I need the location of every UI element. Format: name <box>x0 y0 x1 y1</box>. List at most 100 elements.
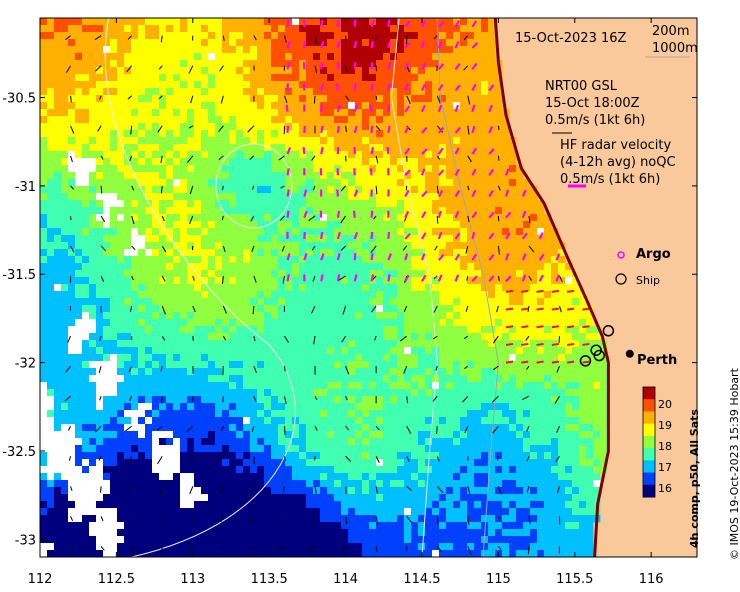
sst-pixel <box>208 60 216 68</box>
sst-pixel <box>467 137 475 145</box>
sst-pixel <box>117 74 125 82</box>
sst-pixel <box>446 403 454 411</box>
sst-pixel <box>355 403 363 411</box>
sst-pixel <box>75 368 83 376</box>
sst-pixel <box>390 81 398 89</box>
sst-pixel <box>418 200 426 208</box>
sst-pixel <box>180 298 188 306</box>
sst-pixel <box>362 228 370 236</box>
sst-pixel <box>243 53 251 61</box>
sst-pixel <box>180 102 188 110</box>
sst-pixel <box>110 39 118 47</box>
sst-pixel <box>383 473 391 481</box>
sst-pixel <box>173 263 181 271</box>
sst-pixel <box>215 172 223 180</box>
sst-pixel <box>425 172 433 180</box>
sst-pixel <box>292 186 300 194</box>
sst-pixel <box>110 473 118 481</box>
sst-pixel <box>278 270 286 278</box>
sst-pixel <box>117 95 125 103</box>
sst-pixel <box>530 200 538 208</box>
sst-pixel <box>439 340 447 348</box>
sst-pixel <box>89 25 97 33</box>
sst-pixel <box>229 354 237 362</box>
sst-pixel <box>523 445 531 453</box>
sst-pixel <box>159 25 167 33</box>
sst-pixel <box>355 277 363 285</box>
sst-pixel <box>89 116 97 124</box>
sst-pixel <box>131 32 139 40</box>
sst-pixel <box>558 417 566 425</box>
sst-pixel <box>54 410 62 418</box>
sst-pixel <box>250 221 258 229</box>
sst-pixel <box>397 326 405 334</box>
sst-pixel <box>40 403 48 411</box>
sst-pixel <box>96 473 104 481</box>
sst-pixel <box>264 466 272 474</box>
sst-pixel <box>446 67 454 75</box>
sst-pixel <box>369 466 377 474</box>
sst-pixel <box>75 319 83 327</box>
sst-pixel <box>355 319 363 327</box>
sst-pixel <box>509 249 517 257</box>
sst-pixel <box>397 319 405 327</box>
sst-pixel <box>54 382 62 390</box>
sst-pixel <box>523 466 531 474</box>
sst-pixel <box>110 214 118 222</box>
sst-pixel <box>495 116 503 124</box>
sst-pixel <box>418 249 426 257</box>
sst-pixel <box>551 403 559 411</box>
sst-pixel <box>243 221 251 229</box>
sst-pixel <box>299 193 307 201</box>
sst-pixel <box>362 396 370 404</box>
sst-pixel <box>250 144 258 152</box>
sst-pixel <box>320 445 328 453</box>
sst-pixel <box>544 396 552 404</box>
sst-pixel <box>537 221 545 229</box>
sst-pixel <box>145 487 153 495</box>
sst-pixel <box>362 193 370 201</box>
sst-pixel <box>341 228 349 236</box>
sst-pixel <box>299 123 307 131</box>
sst-pixel <box>453 368 461 376</box>
sst-pixel <box>390 333 398 341</box>
sst-pixel <box>439 277 447 285</box>
sst-pixel <box>271 403 279 411</box>
sst-pixel <box>180 60 188 68</box>
sst-pixel <box>152 144 160 152</box>
sst-pixel <box>397 284 405 292</box>
sst-pixel <box>544 256 552 264</box>
sst-pixel <box>194 417 202 425</box>
sst-pixel <box>131 123 139 131</box>
sst-pixel <box>313 200 321 208</box>
sst-pixel <box>271 109 279 117</box>
sst-pixel <box>131 375 139 383</box>
sst-pixel <box>96 354 104 362</box>
sst-pixel <box>187 340 195 348</box>
sst-pixel <box>411 130 419 138</box>
sst-pixel <box>215 67 223 75</box>
sst-pixel <box>103 459 111 467</box>
sst-pixel <box>292 242 300 250</box>
sst-pixel <box>565 417 573 425</box>
sst-pixel <box>166 130 174 138</box>
sst-pixel <box>208 88 216 96</box>
sst-pixel <box>306 319 314 327</box>
sst-pixel <box>390 347 398 355</box>
sst-pixel <box>278 88 286 96</box>
sst-pixel <box>82 291 90 299</box>
sst-pixel <box>229 452 237 460</box>
sst-pixel <box>327 312 335 320</box>
sst-pixel <box>327 207 335 215</box>
sst-pixel <box>236 417 244 425</box>
sst-pixel <box>75 305 83 313</box>
sst-pixel <box>481 298 489 306</box>
sst-pixel <box>61 284 69 292</box>
sst-pixel <box>152 347 160 355</box>
sst-pixel <box>376 116 384 124</box>
sst-pixel <box>425 340 433 348</box>
sst-pixel <box>54 312 62 320</box>
sst-pixel <box>586 396 594 404</box>
sst-pixel <box>54 263 62 271</box>
sst-pixel <box>138 46 146 54</box>
